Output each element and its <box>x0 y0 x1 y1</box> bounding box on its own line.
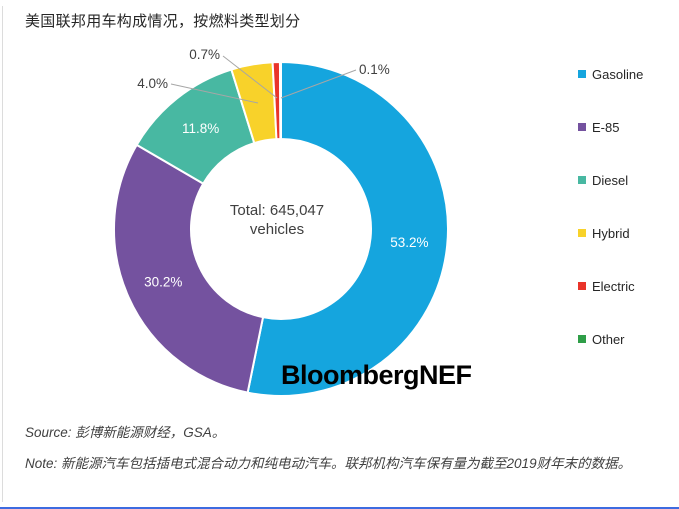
note-label: Note: <box>25 456 58 471</box>
slice-pct-label-gasoline: 53.2% <box>390 235 428 250</box>
watermark-bloombergnef: BloombergNEF <box>281 360 472 390</box>
legend-item-other: Other <box>578 331 643 347</box>
note-text: 新能源汽车包括插电式混合动力和纯电动汽车。联邦机构汽车保有量为截至2019财年末… <box>61 456 632 471</box>
donut-center-label: Total: 645,047 vehicles <box>230 202 324 240</box>
legend-marker-e-85 <box>578 123 586 131</box>
slice-pct-label-hybrid: 4.0% <box>137 76 168 91</box>
legend-marker-electric <box>578 282 586 290</box>
note-line: Note: 新能源汽车包括插电式混合动力和纯电动汽车。联邦机构汽车保有量为截至2… <box>25 453 653 476</box>
legend-marker-gasoline <box>578 70 586 78</box>
legend-marker-diesel <box>578 176 586 184</box>
slice-pct-label-other: 0.1% <box>359 62 390 77</box>
legend-marker-hybrid <box>578 229 586 237</box>
legend-item-hybrid: Hybrid <box>578 225 643 241</box>
slice-gasoline <box>246 60 449 397</box>
legend-label: E-85 <box>592 119 620 135</box>
slice-other <box>278 60 282 141</box>
source-label: Source: <box>25 425 72 440</box>
legend-label: Other <box>592 331 625 347</box>
left-edge-divider <box>2 6 3 502</box>
legend-label: Diesel <box>592 172 629 188</box>
center-label-unit: vehicles <box>249 220 305 238</box>
legend-item-electric: Electric <box>578 278 643 294</box>
leader-line-other <box>280 69 357 99</box>
legend-item-diesel: Diesel <box>578 172 643 188</box>
legend-label: Hybrid <box>592 225 630 241</box>
source-text: 彭博新能源财经，GSA。 <box>75 425 226 440</box>
slice-e-85 <box>113 143 265 394</box>
bottom-border-line <box>0 507 679 509</box>
leader-line-hybrid <box>170 83 259 104</box>
legend: Gasoline E-85 Diesel Hybrid Electric Other <box>578 67 643 385</box>
chart-title: 美国联邦用车构成情况，按燃料类型划分 <box>25 13 301 30</box>
legend-label: Electric <box>592 278 635 294</box>
legend-marker-other <box>578 335 586 343</box>
slice-pct-label-diesel: 11.8% <box>182 121 219 136</box>
legend-label: Gasoline <box>592 66 644 82</box>
source-line: Source: 彭博新能源财经，GSA。 <box>25 422 225 445</box>
slice-pct-label-e-85: 30.2% <box>144 275 182 290</box>
legend-item-gasoline: Gasoline <box>578 66 644 82</box>
center-label-total: Total: 645,047 <box>229 202 325 219</box>
leader-line-electric <box>222 55 278 99</box>
legend-item-e-85: E-85 <box>578 119 643 135</box>
slice-pct-label-electric: 0.7% <box>189 47 220 62</box>
